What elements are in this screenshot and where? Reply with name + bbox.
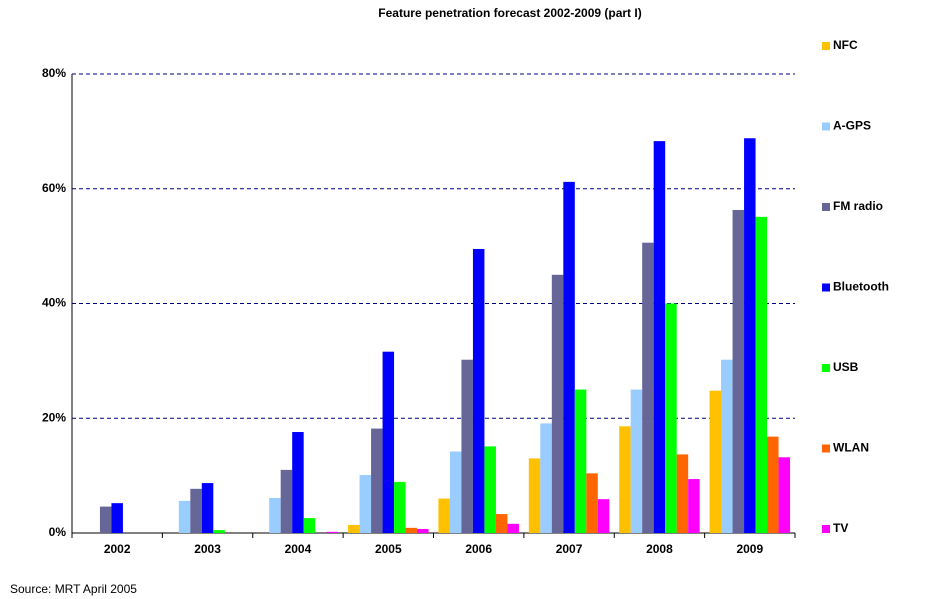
legend-swatch bbox=[822, 283, 830, 292]
bar bbox=[709, 390, 722, 533]
bar bbox=[495, 514, 508, 533]
legend-swatch bbox=[822, 444, 830, 453]
bar bbox=[213, 530, 225, 533]
bar bbox=[732, 209, 745, 533]
bar bbox=[574, 389, 587, 533]
bar bbox=[371, 428, 383, 533]
bar bbox=[551, 274, 564, 533]
bar bbox=[326, 531, 339, 533]
bar bbox=[778, 457, 791, 533]
bar bbox=[178, 500, 191, 533]
bar bbox=[449, 451, 462, 533]
bar bbox=[382, 351, 395, 533]
legend-label: NFC bbox=[833, 38, 858, 52]
bar bbox=[642, 242, 654, 533]
bar bbox=[280, 469, 293, 533]
x-tick-label: 2004 bbox=[285, 542, 312, 556]
bar bbox=[472, 248, 485, 533]
bar bbox=[292, 432, 304, 533]
bar bbox=[563, 181, 575, 534]
bar bbox=[99, 506, 112, 533]
legend-swatch bbox=[822, 42, 830, 50]
x-tick-label: 2006 bbox=[465, 542, 492, 556]
bar bbox=[653, 141, 666, 533]
legend-swatch bbox=[822, 203, 830, 211]
legend-swatch bbox=[822, 122, 830, 131]
bar bbox=[721, 359, 733, 533]
bar bbox=[744, 138, 756, 533]
bar bbox=[676, 454, 689, 533]
legend-swatch bbox=[822, 364, 830, 372]
y-tick-label: 0% bbox=[49, 525, 67, 539]
bar bbox=[461, 359, 473, 533]
bar bbox=[619, 426, 631, 533]
bar bbox=[586, 473, 598, 533]
x-tick-label: 2007 bbox=[556, 542, 583, 556]
x-tick-label: 2003 bbox=[194, 542, 221, 556]
bar bbox=[269, 498, 281, 533]
bar bbox=[688, 479, 700, 533]
bar bbox=[359, 475, 372, 533]
bar bbox=[348, 524, 360, 533]
bar bbox=[540, 423, 552, 533]
bar bbox=[201, 483, 214, 533]
bar bbox=[630, 389, 643, 533]
legend-label: WLAN bbox=[833, 441, 869, 455]
bar bbox=[755, 216, 768, 533]
bar bbox=[417, 528, 429, 533]
x-tick-label: 2008 bbox=[646, 542, 673, 556]
chart-title: Feature penetration forecast 2002-2009 (… bbox=[378, 6, 641, 20]
legend-label: USB bbox=[833, 360, 859, 374]
bar bbox=[597, 499, 610, 533]
legend-label: Bluetooth bbox=[833, 280, 889, 294]
bar bbox=[394, 481, 406, 533]
legend-swatch bbox=[822, 525, 830, 533]
source-note: Source: MRT April 2005 bbox=[10, 582, 137, 596]
legend-label: A-GPS bbox=[833, 119, 871, 133]
bar bbox=[484, 446, 496, 533]
bar bbox=[528, 458, 541, 533]
x-tick-label: 2002 bbox=[104, 542, 131, 556]
bar bbox=[111, 503, 123, 533]
bar bbox=[767, 436, 779, 533]
legend-label: TV bbox=[833, 521, 848, 535]
bar bbox=[190, 488, 202, 533]
x-tick-label: 2005 bbox=[375, 542, 402, 556]
bar bbox=[303, 518, 316, 533]
y-tick-label: 40% bbox=[42, 296, 66, 310]
y-tick-label: 80% bbox=[42, 66, 66, 80]
bar bbox=[507, 523, 519, 533]
y-tick-label: 20% bbox=[42, 410, 66, 424]
bar bbox=[438, 498, 450, 533]
bar bbox=[665, 303, 677, 533]
bar bbox=[405, 527, 418, 533]
y-tick-label: 60% bbox=[42, 181, 66, 195]
legend-label: FM radio bbox=[833, 199, 883, 213]
x-tick-label: 2009 bbox=[736, 542, 763, 556]
